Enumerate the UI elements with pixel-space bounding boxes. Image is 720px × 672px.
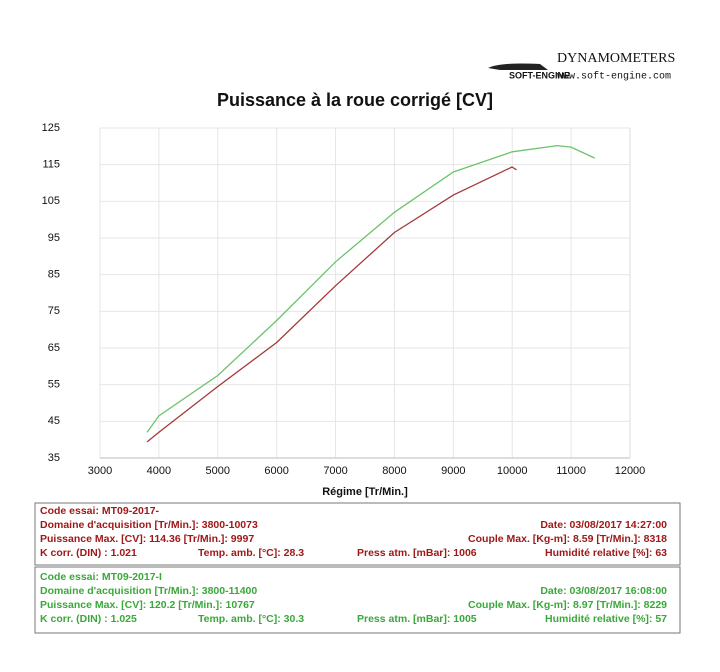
- run-info: Code essai: MT09-2017-I: [40, 571, 162, 583]
- y-tick-label: 35: [48, 452, 60, 464]
- run-box: [34, 566, 681, 634]
- run-box: [34, 502, 681, 566]
- run-info: Press atm. [mBar]: 1006: [357, 547, 477, 559]
- x-tick-label: 7000: [323, 465, 347, 477]
- y-tick-label: 125: [42, 122, 60, 134]
- x-tick-label: 10000: [497, 465, 528, 477]
- chart-title: Puissance à la roue corrigé [CV]: [217, 90, 493, 110]
- y-tick-label: 45: [48, 415, 60, 427]
- y-tick-label: 65: [48, 342, 60, 354]
- run-info: Couple Max. [Kg-m]: 8.97 [Tr/Min.]: 8229: [468, 599, 667, 611]
- x-axis-label: Régime [Tr/Min.]: [322, 486, 408, 498]
- x-tick-label: 4000: [147, 465, 171, 477]
- y-tick-label: 55: [48, 379, 60, 391]
- series-line: [146, 144, 595, 433]
- run-info: K corr. (DIN) : 1.021: [40, 547, 137, 559]
- logo-brand: DYNAMOMETERS: [557, 51, 675, 66]
- run-info: Puissance Max. [CV]: 120.2 [Tr/Min.]: 10…: [40, 599, 255, 611]
- series-line: [146, 166, 517, 443]
- x-tick-label: 11000: [556, 465, 586, 477]
- x-tick-label: 9000: [441, 465, 465, 477]
- logo-url: www.soft-engine.com: [557, 71, 671, 83]
- x-tick-label: 3000: [88, 465, 112, 477]
- run-info: Date: 03/08/2017 14:27:00: [540, 519, 667, 531]
- run-info: Temp. amb. [°C]: 28.3: [198, 547, 304, 559]
- run-info: K corr. (DIN) : 1.025: [40, 613, 137, 625]
- logo-maker: SOFT-ENGINE: [509, 70, 570, 80]
- run-info: Code essai: MT09-2017-: [40, 505, 160, 517]
- x-tick-label: 8000: [382, 465, 406, 477]
- run-info: Press atm. [mBar]: 1005: [357, 613, 477, 625]
- logo-swoosh: [488, 63, 548, 70]
- y-tick-label: 85: [48, 269, 60, 281]
- y-tick-label: 95: [48, 232, 60, 244]
- run-info: Date: 03/08/2017 16:08:00: [540, 585, 667, 597]
- run-info: Temp. amb. [°C]: 30.3: [198, 613, 304, 625]
- run-info: Couple Max. [Kg-m]: 8.59 [Tr/Min.]: 8318: [468, 533, 667, 545]
- run-info: Humidité relative [%]: 57: [545, 613, 667, 625]
- y-tick-label: 105: [42, 195, 60, 207]
- run-info: Puissance Max. [CV]: 114.36 [Tr/Min.]: 9…: [40, 533, 254, 545]
- x-tick-label: 5000: [206, 465, 230, 477]
- run-info: Domaine d'acquisition [Tr/Min.]: 3800-11…: [40, 585, 257, 597]
- run-info: Domaine d'acquisition [Tr/Min.]: 3800-10…: [40, 519, 258, 531]
- x-tick-label: 12000: [615, 465, 646, 477]
- y-tick-label: 75: [48, 305, 60, 317]
- x-tick-label: 6000: [264, 465, 288, 477]
- y-tick-label: 115: [42, 159, 60, 171]
- run-info: Humidité relative [%]: 63: [545, 547, 667, 559]
